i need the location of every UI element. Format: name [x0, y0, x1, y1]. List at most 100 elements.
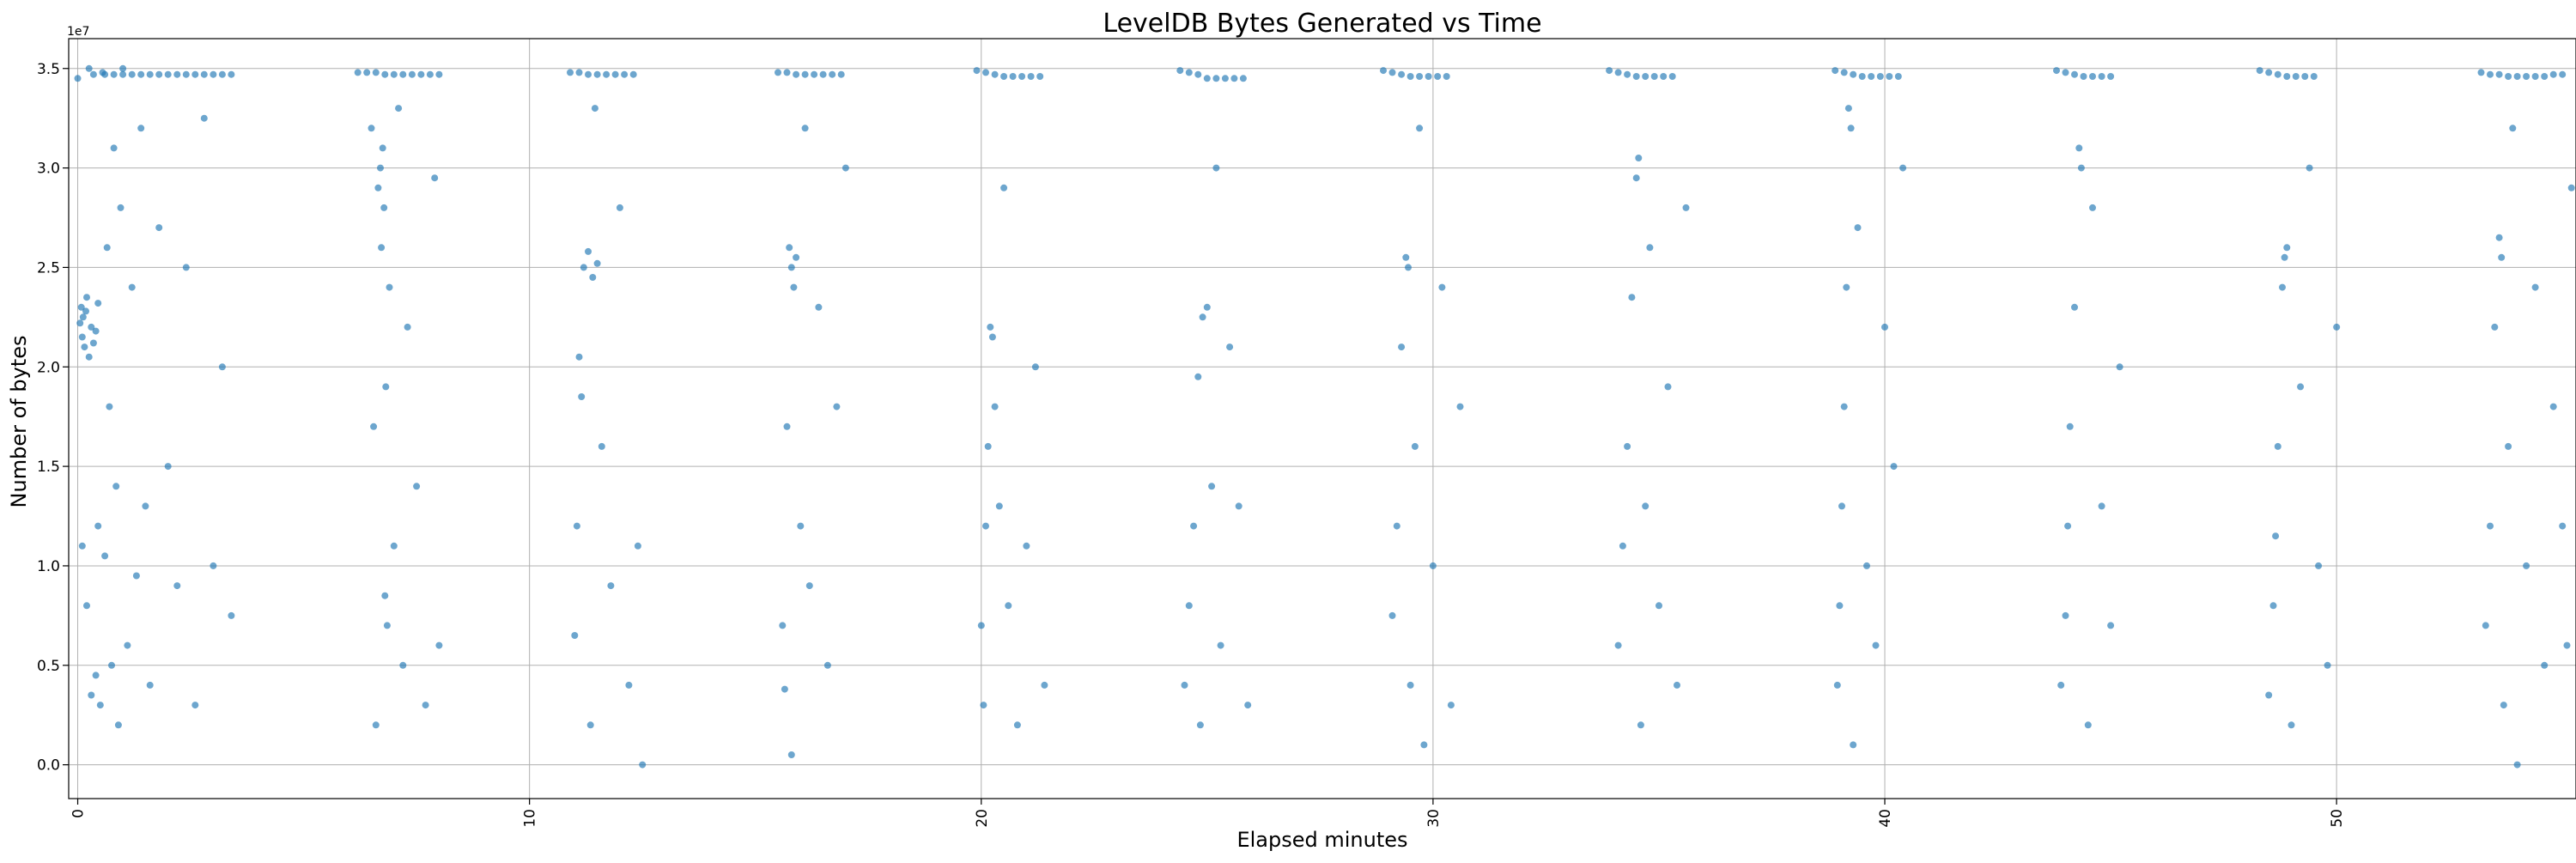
- y-tick-label-2.0: 2.0: [37, 359, 60, 376]
- data-point-195: [1411, 442, 1419, 450]
- data-point-174: [1196, 721, 1204, 729]
- data-point-245: [2053, 67, 2060, 75]
- data-point-216: [1637, 721, 1644, 729]
- data-point-139: [982, 69, 989, 76]
- data-point-306: [2549, 403, 2557, 410]
- data-point-107: [586, 721, 594, 729]
- data-point-69: [426, 70, 434, 78]
- data-point-253: [2062, 611, 2069, 619]
- data-point-81: [383, 622, 391, 629]
- data-point-158: [1031, 363, 1039, 371]
- data-point-93: [585, 70, 592, 78]
- data-point-75: [377, 164, 384, 172]
- data-point-260: [2089, 204, 2096, 211]
- data-point-36: [146, 681, 154, 689]
- data-point-9: [88, 323, 95, 331]
- data-point-147: [980, 702, 987, 709]
- data-point-154: [1000, 184, 1008, 191]
- data-point-116: [783, 69, 791, 76]
- data-point-299: [2500, 702, 2507, 709]
- data-point-294: [2482, 622, 2489, 629]
- data-point-183: [1398, 70, 1406, 78]
- data-point-169: [1185, 602, 1193, 610]
- data-point-94: [593, 70, 601, 78]
- data-point-203: [1614, 69, 1622, 76]
- data-point-165: [1221, 75, 1229, 82]
- data-point-262: [2107, 622, 2115, 629]
- data-point-58: [210, 70, 217, 78]
- data-point-0: [74, 75, 82, 82]
- data-point-141: [1000, 73, 1008, 80]
- data-point-149: [984, 442, 992, 450]
- data-point-60: [228, 70, 235, 78]
- data-point-14: [83, 602, 90, 610]
- data-point-90: [435, 641, 443, 649]
- data-point-148: [982, 522, 989, 530]
- data-point-288: [2513, 73, 2521, 80]
- data-point-222: [1682, 204, 1690, 211]
- x-tick-label-10: 10: [522, 809, 539, 828]
- scatter-points: [74, 64, 2575, 769]
- data-point-308: [2563, 641, 2571, 649]
- data-point-303: [2523, 562, 2530, 569]
- data-point-73: [372, 721, 380, 729]
- data-point-206: [1642, 73, 1649, 80]
- data-point-274: [2274, 442, 2281, 450]
- data-point-133: [805, 582, 813, 590]
- data-point-235: [1843, 283, 1850, 291]
- x-tick-label-0: 0: [70, 809, 88, 818]
- data-point-84: [395, 105, 403, 112]
- data-point-128: [790, 283, 798, 291]
- data-point-47: [110, 70, 118, 78]
- data-point-104: [585, 247, 592, 255]
- data-point-151: [988, 333, 996, 341]
- data-point-118: [801, 70, 809, 78]
- data-point-214: [1632, 174, 1640, 182]
- data-point-117: [793, 70, 800, 78]
- data-point-179: [1235, 502, 1242, 510]
- data-point-287: [2505, 73, 2512, 80]
- data-point-209: [1668, 73, 1676, 80]
- data-point-70: [435, 70, 443, 78]
- data-point-177: [1217, 641, 1224, 649]
- y-tick-label-3.0: 3.0: [37, 161, 60, 178]
- data-point-74: [374, 184, 382, 191]
- data-point-5: [81, 343, 88, 351]
- data-point-283: [2333, 323, 2341, 331]
- data-point-184: [1406, 73, 1414, 80]
- data-point-223: [1832, 67, 1839, 75]
- data-point-219: [1656, 602, 1662, 610]
- y-tick-label-2.5: 2.5: [37, 259, 60, 277]
- data-point-132: [801, 125, 809, 132]
- data-point-225: [1850, 70, 1857, 78]
- data-point-280: [2306, 164, 2313, 172]
- data-point-15: [85, 64, 93, 72]
- data-point-129: [793, 253, 800, 261]
- data-point-103: [580, 264, 587, 271]
- data-point-143: [1018, 73, 1026, 80]
- data-point-194: [1406, 681, 1414, 689]
- data-point-22: [101, 552, 109, 560]
- data-point-296: [2491, 323, 2499, 331]
- data-point-157: [1023, 542, 1030, 550]
- data-point-236: [1844, 105, 1852, 112]
- x-axis-label: Elapsed minutes: [1236, 828, 1407, 852]
- data-point-57: [200, 70, 208, 78]
- data-point-295: [2487, 522, 2494, 530]
- data-point-238: [1850, 741, 1857, 749]
- x-tick-label-20: 20: [974, 809, 991, 828]
- data-point-248: [2080, 73, 2087, 80]
- data-point-101: [575, 353, 583, 361]
- data-point-305: [2541, 661, 2549, 669]
- data-point-12: [94, 300, 102, 307]
- data-point-251: [2107, 73, 2115, 80]
- data-point-54: [173, 70, 181, 78]
- data-point-266: [2274, 70, 2281, 78]
- data-point-40: [182, 264, 190, 271]
- data-point-97: [621, 70, 629, 78]
- data-point-144: [1027, 73, 1035, 80]
- data-point-77: [379, 144, 386, 152]
- data-point-205: [1632, 73, 1640, 80]
- data-point-100: [573, 522, 580, 530]
- data-point-259: [2084, 721, 2092, 729]
